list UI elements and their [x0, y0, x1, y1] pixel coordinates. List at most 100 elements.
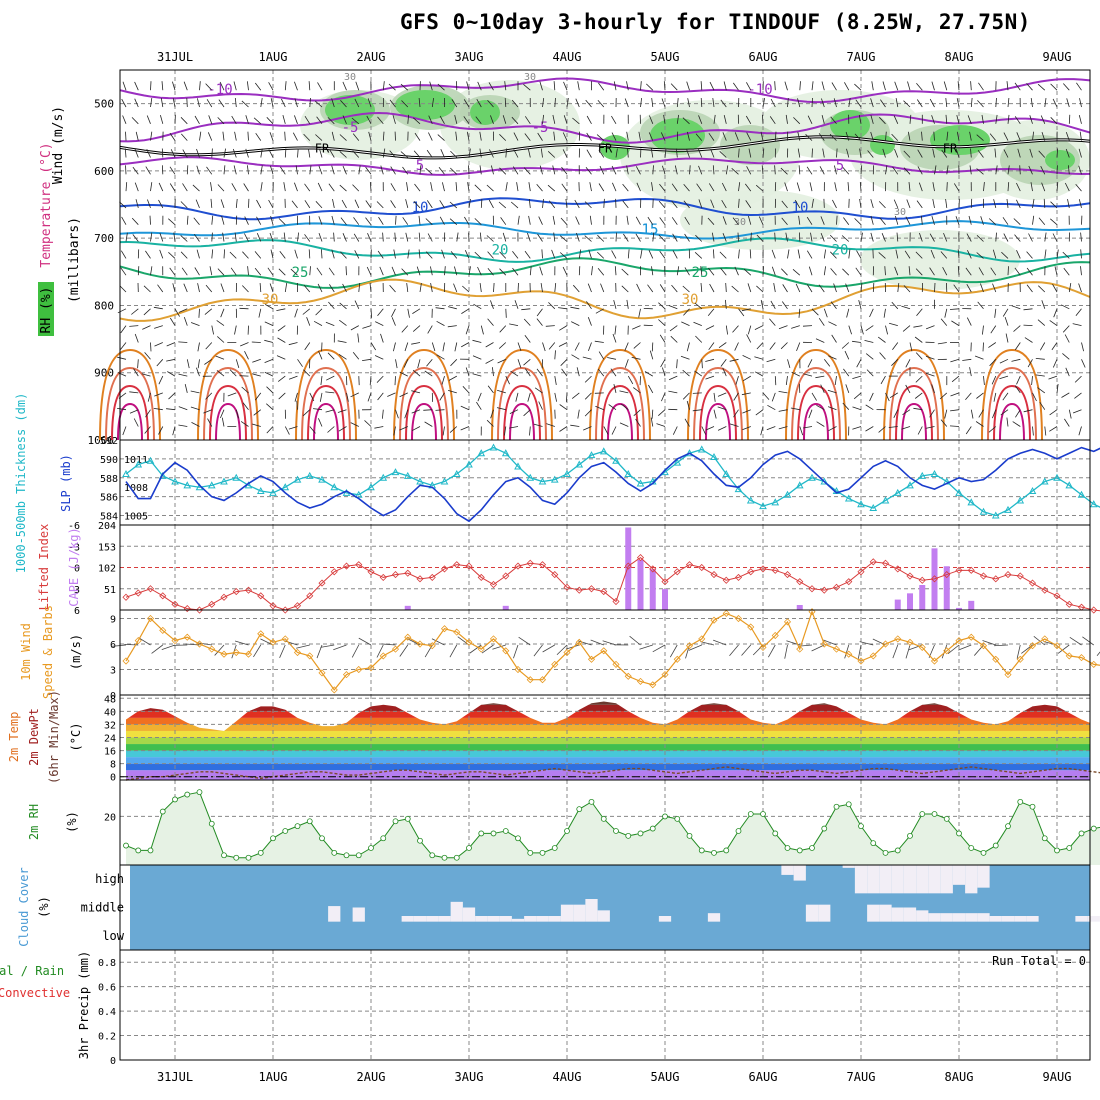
wind-barb [746, 334, 752, 343]
wind-barb [149, 215, 151, 225]
pressure-tick-label: 600 [94, 165, 114, 178]
wind-barb [1032, 215, 1035, 225]
wind-barb [350, 325, 359, 331]
wind-barb [302, 409, 311, 417]
wind-barb [369, 283, 372, 293]
precip-tick-label: 0.2 [98, 1032, 116, 1043]
rh-point [392, 818, 399, 825]
wind-barb [1032, 426, 1034, 436]
cloud-middle-bar [879, 904, 892, 922]
freezing-label: FR [315, 141, 330, 155]
wind-barb [391, 308, 396, 317]
ylabel-dewpt: 2m DewPt [27, 708, 41, 766]
rh-shade-light [680, 190, 840, 250]
wind10-point [563, 648, 571, 657]
wind-barb [511, 116, 519, 125]
thickness-point [330, 483, 339, 491]
wind-barb [211, 249, 214, 259]
thickness-point [771, 498, 780, 506]
wind-barb [499, 167, 507, 175]
wind-barb [711, 232, 715, 242]
li-point [428, 573, 436, 581]
wind-barb [390, 166, 396, 175]
wind-barb [1068, 409, 1072, 419]
wind-barb [647, 284, 654, 293]
wind-barb [1013, 218, 1021, 225]
wind-barb [502, 115, 507, 124]
wind-barb [662, 165, 666, 175]
wind-barb [738, 198, 740, 208]
wind-barb [977, 301, 984, 310]
wind-barb [769, 342, 776, 350]
wind-barb [1056, 383, 1059, 393]
wind-barb [395, 359, 398, 369]
wind-barb [254, 82, 262, 91]
wind-barb [829, 134, 837, 141]
wind-barb [146, 149, 151, 158]
wind-barb [553, 232, 556, 242]
wind-barb [1080, 232, 1082, 242]
wind-barb [265, 304, 274, 310]
thickness-tick-label: 586 [100, 493, 118, 504]
rh-point [123, 842, 129, 849]
wind10-point [1077, 654, 1086, 662]
wind10-barb [700, 641, 715, 646]
wind-barb [182, 183, 188, 192]
wind-barb [490, 300, 494, 309]
ylabel-rh: RH (%) [39, 287, 54, 334]
wind-barb [192, 184, 200, 192]
wind-barb [957, 249, 960, 259]
temp-band [126, 763, 1090, 771]
li-point [820, 586, 828, 594]
wind10-barb [729, 644, 739, 656]
wind-barb [320, 376, 323, 386]
wind-barb [342, 283, 347, 293]
wind-barb [672, 233, 678, 242]
wind-barb [451, 99, 458, 108]
wind-barb [683, 200, 690, 209]
wind-barb [124, 148, 127, 158]
wind-barb [778, 391, 788, 394]
wind-barb [158, 375, 164, 385]
wind-barb [943, 81, 948, 91]
wind-barb [251, 341, 261, 343]
wind-barb [205, 284, 213, 293]
wind-barb [1041, 182, 1046, 192]
date-label-top: 5AUG [651, 50, 680, 64]
wind-barb [1044, 249, 1047, 259]
wind-barb [612, 182, 617, 192]
wind-barb [366, 115, 372, 124]
wind-barb [1081, 342, 1084, 352]
rh-point [147, 847, 154, 854]
wind-barb [326, 375, 335, 381]
wind-barb [611, 132, 617, 141]
wind-barb [325, 321, 335, 326]
wind-barb [461, 308, 470, 314]
wind-barb [732, 325, 739, 333]
wind-barb [1054, 266, 1058, 276]
wind-barb [439, 392, 445, 401]
wind-barb [524, 334, 531, 343]
li-point [134, 589, 142, 597]
wind-barb [442, 426, 445, 436]
wind-barb [993, 392, 997, 402]
wind-barb [762, 266, 764, 276]
thickness-point [1028, 486, 1037, 494]
temp-band [126, 701, 1090, 705]
wind-barb [865, 426, 874, 432]
wind-barb [891, 301, 899, 310]
li-point [881, 559, 890, 567]
wind-barb [692, 409, 702, 412]
temperature-contour-label: -5 [342, 120, 359, 136]
wind-barb [785, 114, 788, 124]
wind-barb [1031, 376, 1033, 386]
wind-barb [871, 81, 874, 91]
thickness-point [697, 445, 706, 453]
wind-barb [921, 131, 923, 141]
wind-barb [449, 218, 458, 225]
wind-barb [877, 336, 886, 343]
wind-barb [222, 232, 225, 242]
wind-barb [416, 266, 421, 276]
wind-barb [233, 81, 237, 91]
wind-barb [575, 98, 580, 108]
